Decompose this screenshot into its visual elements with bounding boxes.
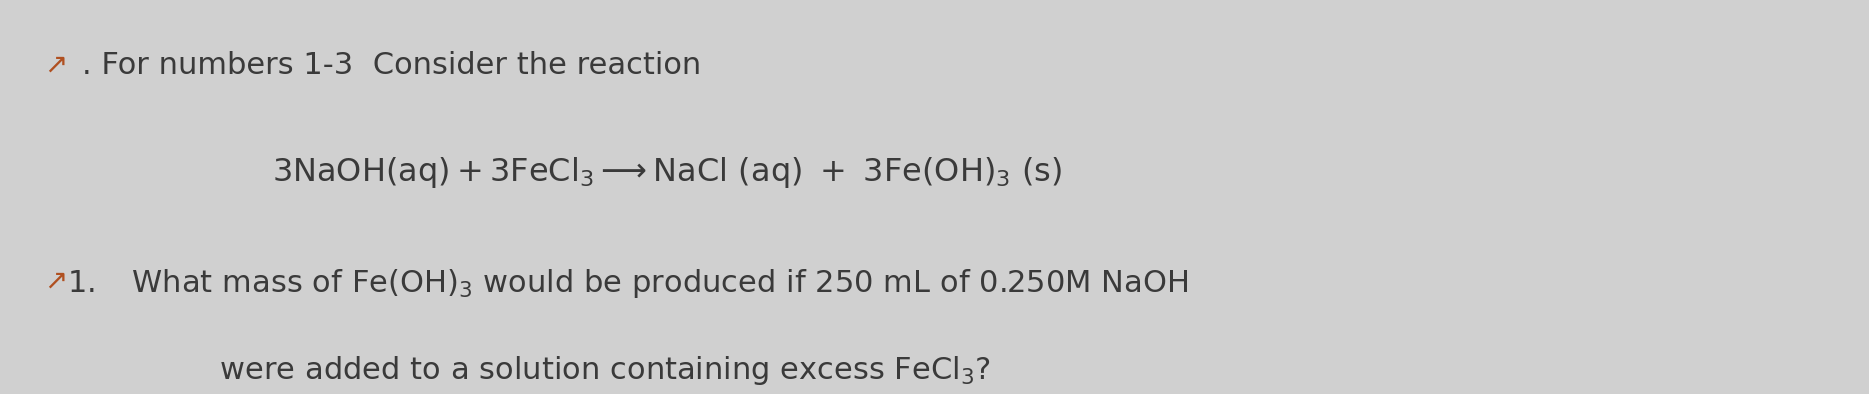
Text: $\mathrm{1. \quad What\ mass\ of\ Fe(OH)_3\ would\ be\ produced\ if\ 250\ mL\ of: $\mathrm{1. \quad What\ mass\ of\ Fe(OH)… [67,267,1189,300]
Text: $\!\nearrow$: $\!\nearrow$ [45,267,67,295]
Text: . For numbers 1-3  Consider the reaction: . For numbers 1-3 Consider the reaction [82,51,701,80]
Text: $\!\nearrow$: $\!\nearrow$ [45,51,67,79]
Text: $\mathrm{\quad \quad were\ added\ to\ a\ solution\ containing\ excess\ FeCl_3?}$: $\mathrm{\quad \quad were\ added\ to\ a\… [161,354,991,387]
Text: $\mathrm{3NaOH(aq) + 3FeCl_3 \longrightarrow NaCl\ (aq)\ + \ 3Fe(OH)_3\ (s)}$: $\mathrm{3NaOH(aq) + 3FeCl_3 \longrighta… [273,155,1062,190]
